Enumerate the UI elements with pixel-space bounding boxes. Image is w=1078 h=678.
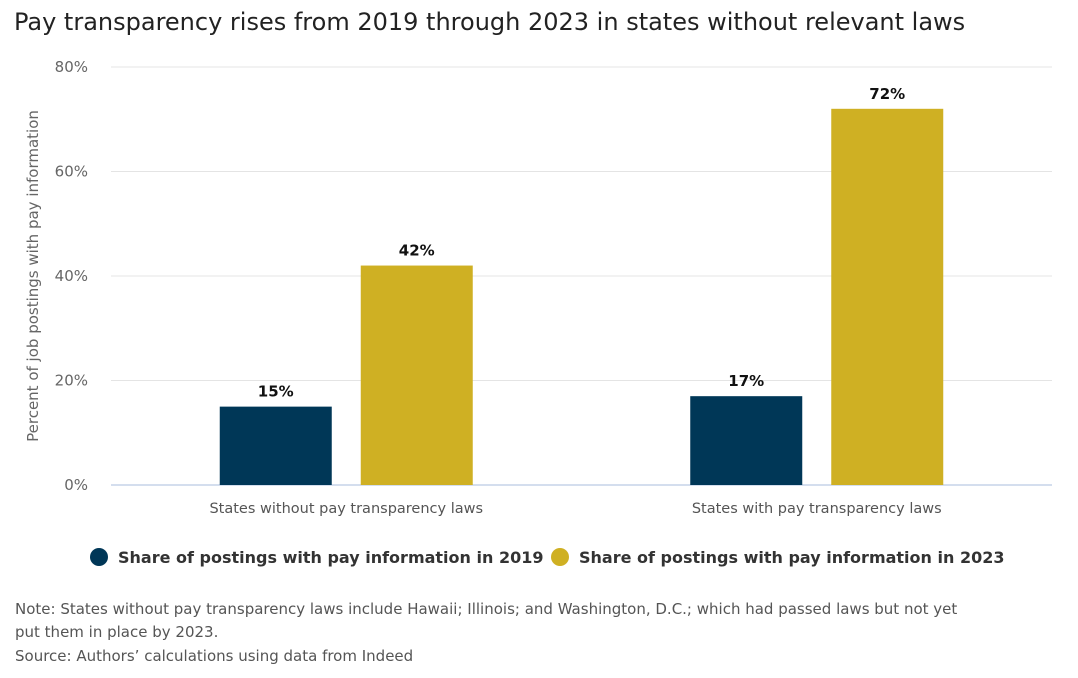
note-line-1: Note: States without pay transparency la… xyxy=(15,600,957,618)
legend-label: Share of postings with pay information i… xyxy=(579,548,1004,567)
source-note: Source: Authors’ calculations using data… xyxy=(15,647,413,665)
data-label: 72% xyxy=(869,85,905,103)
bar xyxy=(831,108,944,486)
data-label: 15% xyxy=(258,383,294,401)
bars: 15% 42% 17% 72% xyxy=(219,85,944,486)
legend: Share of postings with pay information i… xyxy=(90,548,1004,567)
x-axis-categories: States without pay transparency laws Stat… xyxy=(209,501,941,517)
legend-swatch xyxy=(551,548,569,566)
bar xyxy=(219,406,332,485)
bar xyxy=(360,265,473,485)
y-axis-ticks: 0% 20% 40% 60% 80% xyxy=(55,58,88,494)
legend-label: Share of postings with pay information i… xyxy=(118,548,543,567)
bar xyxy=(690,396,803,485)
y-tick-label: 40% xyxy=(55,267,88,285)
legend-swatch xyxy=(90,548,108,566)
note-line-2: put them in place by 2023. xyxy=(15,623,218,641)
y-tick-label: 60% xyxy=(55,163,88,181)
x-category-label: States with pay transparency laws xyxy=(692,501,942,517)
legend-item: Share of postings with pay information i… xyxy=(551,548,1004,567)
y-axis-label: Percent of job postings with pay informa… xyxy=(24,110,42,442)
legend-item: Share of postings with pay information i… xyxy=(90,548,543,567)
chart-title: Pay transparency rises from 2019 through… xyxy=(14,8,965,36)
data-label: 42% xyxy=(399,242,435,260)
y-tick-label: 80% xyxy=(55,58,88,76)
y-tick-label: 0% xyxy=(64,476,88,494)
data-label: 17% xyxy=(728,372,764,390)
x-category-label: States without pay transparency laws xyxy=(209,501,483,517)
y-tick-label: 20% xyxy=(55,372,88,390)
